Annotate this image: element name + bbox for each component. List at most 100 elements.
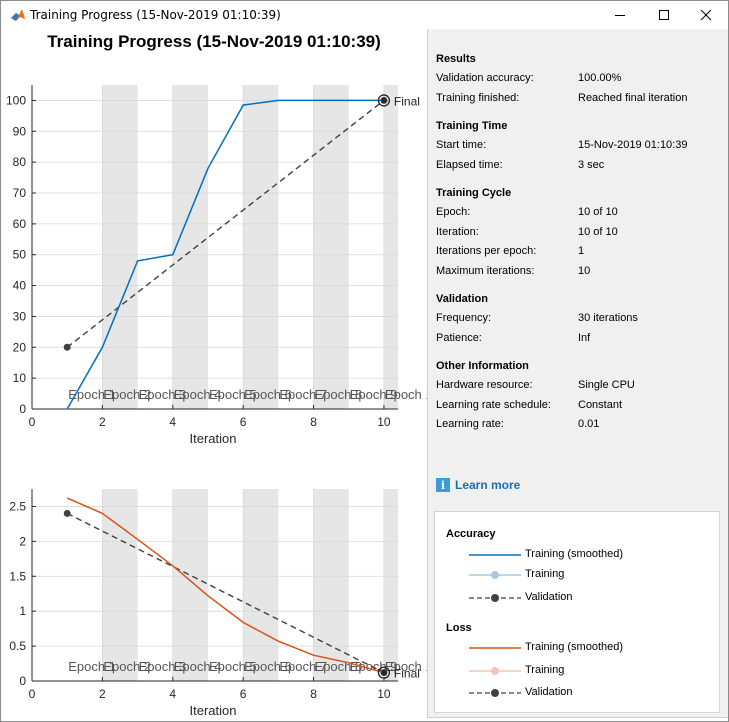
x-tick-label: 4 (169, 687, 176, 701)
x-tick-label: 6 (240, 415, 247, 429)
epoch-band (383, 85, 398, 409)
legend-swatch (469, 647, 521, 649)
final-marker (377, 666, 391, 679)
validation-accuracy-value: 100.00% (578, 72, 622, 84)
training-finished-value: Reached final iteration (578, 92, 688, 104)
epoch-band (243, 85, 279, 409)
legend-swatch (469, 594, 521, 602)
iteration-label: Iteration: (436, 226, 479, 238)
x-tick-label: 2 (99, 687, 106, 701)
y-tick-label: 0 (19, 674, 26, 688)
legend-label: Training (smoothed) (525, 641, 624, 653)
epoch-label: Epoch 4 (174, 659, 222, 674)
y-tick-label: 30 (13, 309, 27, 323)
y-tick-label: 80 (13, 155, 27, 169)
elapsed-time-label: Elapsed time: (436, 159, 503, 171)
epoch-label: Epoch 8 (315, 387, 363, 402)
epoch-label: Epoch 10 (385, 387, 427, 402)
learn-more-link[interactable]: i Learn more (436, 478, 520, 492)
epoch-label: Epoch 1 (68, 387, 116, 402)
legend-label: Training (525, 664, 565, 676)
x-tick-label: 0 (29, 687, 36, 701)
iterations-per-epoch-label: Iterations per epoch: (436, 245, 537, 257)
x-tick-label: 8 (310, 687, 317, 701)
y-tick-label: 2.5 (9, 499, 26, 513)
validation-line (66, 99, 385, 348)
epoch-band (172, 489, 208, 681)
learning-rate-value: 0.01 (578, 418, 600, 430)
start-time-label: Start time: (436, 139, 487, 151)
epoch-label: Epoch 3 (139, 659, 187, 674)
epoch-label: Epoch 2 (103, 659, 151, 674)
validation-line (66, 512, 385, 674)
epoch-band (313, 85, 349, 409)
epoch-band (172, 85, 208, 409)
validation-accuracy-label: Validation accuracy: (436, 72, 534, 84)
x-axis-label: Iteration (190, 703, 237, 718)
learning-rate-label: Learning rate: (436, 418, 504, 430)
y-tick-label: 0.5 (9, 639, 26, 653)
legend-accuracy-header: Accuracy (446, 528, 496, 540)
x-tick-label: 10 (377, 415, 391, 429)
epoch-label: Epoch 4 (174, 387, 222, 402)
final-label: Final (394, 94, 420, 108)
minimize-icon (615, 15, 625, 16)
iterations-per-epoch-value: 1 (578, 245, 585, 257)
learning-rate-schedule-label: Learning rate schedule: (436, 399, 551, 411)
title-bar[interactable]: Training Progress (15-Nov-2019 01:10:39) (1, 1, 728, 29)
y-tick-label: 1 (19, 604, 26, 618)
epoch-label: Epoch 1 (68, 659, 116, 674)
x-tick-label: 0 (29, 415, 36, 429)
legend-swatch (469, 554, 521, 556)
iteration-value: 10 of 10 (578, 226, 618, 238)
final-marker-dot (381, 97, 387, 103)
legend: Accuracy Training (smoothed) Training Va… (434, 511, 720, 713)
training-finished-label: Training finished: (436, 92, 520, 104)
epoch-label: Epoch 7 (279, 659, 327, 674)
y-tick-label: 20 (13, 340, 27, 354)
validation-header: Validation (436, 293, 488, 305)
legend-accuracy-validation: Validation (469, 591, 709, 605)
close-button[interactable] (684, 1, 728, 29)
validation-point (63, 343, 71, 351)
patience-value: Inf (578, 332, 591, 344)
y-tick-label: 70 (13, 186, 27, 200)
x-tick-label: 8 (310, 415, 317, 429)
x-tick-label: 4 (169, 415, 176, 429)
start-time-value: 15-Nov-2019 01:10:39 (578, 139, 688, 151)
training-smoothed-line (66, 497, 385, 674)
maximum-iterations-label: Maximum iterations: (436, 265, 535, 277)
hardware-resource-value: Single CPU (578, 379, 635, 391)
epoch-value: 10 of 10 (578, 206, 618, 218)
training-smoothed-line (66, 99, 384, 410)
epoch-label: Epoch 9 (350, 387, 398, 402)
x-tick-label: 2 (99, 415, 106, 429)
maximize-button[interactable] (642, 1, 686, 29)
legend-accuracy-training: Training (469, 568, 709, 582)
training-cycle-header: Training Cycle (436, 187, 512, 199)
frequency-value: 30 iterations (578, 312, 638, 324)
final-label: Final (394, 667, 420, 681)
epoch-band (243, 489, 279, 681)
frequency-label: Frequency: (436, 312, 492, 324)
elapsed-time-value: 3 sec (578, 159, 605, 171)
y-tick-label: 10 (13, 371, 27, 385)
minimize-button[interactable] (598, 1, 642, 29)
info-panel: Results Validation accuracy: 100.00% Tra… (427, 29, 728, 718)
training-time-header: Training Time (436, 120, 508, 132)
other-information-header: Other Information (436, 360, 529, 372)
legend-label: Training (smoothed) (525, 548, 624, 560)
legend-accuracy-training-smoothed: Training (smoothed) (469, 548, 709, 562)
y-tick-label: 90 (13, 124, 27, 138)
legend-swatch (469, 667, 521, 675)
plots-area: Training Progress (15-Nov-2019 01:10:39)… (1, 29, 440, 721)
results-header: Results (436, 53, 476, 65)
legend-loss-training: Training (469, 664, 709, 678)
epoch-band (102, 489, 138, 681)
final-marker (377, 94, 391, 107)
y-tick-label: 1.5 (9, 569, 26, 583)
final-marker-dot (381, 670, 387, 676)
matlab-icon (11, 9, 25, 21)
epoch-label: Epoch 7 (279, 387, 327, 402)
